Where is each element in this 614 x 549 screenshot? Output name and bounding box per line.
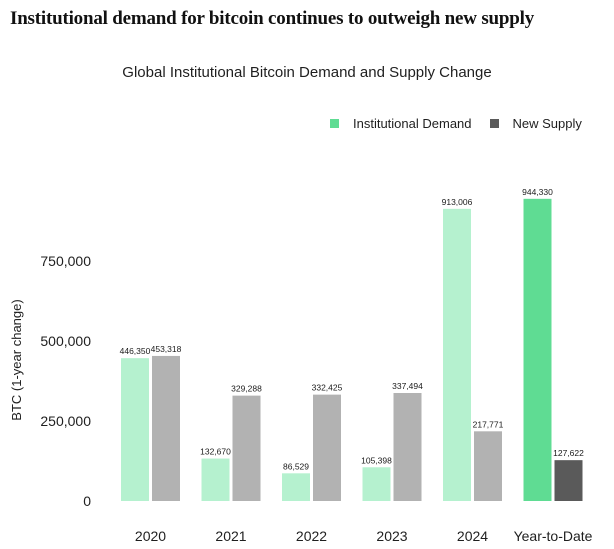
bar-new-supply xyxy=(232,395,261,501)
legend-swatch-new-supply xyxy=(489,119,499,128)
bar-value-label: 332,425 xyxy=(312,383,343,393)
bar-value-label: 453,318 xyxy=(151,344,182,354)
bar-value-label: 329,288 xyxy=(231,384,262,394)
bar-value-label: 217,771 xyxy=(473,419,504,429)
legend-item-institutional-demand: Institutional Demand xyxy=(330,116,472,131)
bar-value-label: 913,006 xyxy=(442,197,473,207)
bar-value-label: 127,622 xyxy=(553,448,584,458)
legend: Institutional Demand New Supply xyxy=(330,116,600,131)
bar-institutional-demand xyxy=(201,458,230,501)
bar-value-label: 105,398 xyxy=(361,455,392,465)
bar-new-supply xyxy=(474,431,502,501)
bar-new-supply xyxy=(393,393,422,501)
x-tick-label: 2024 xyxy=(457,528,488,544)
legend-item-new-supply: New Supply xyxy=(489,116,582,131)
bar-new-supply xyxy=(152,355,180,501)
y-tick-label: 750,000 xyxy=(40,253,91,269)
bar-value-label: 132,670 xyxy=(200,447,231,457)
legend-label-institutional-demand: Institutional Demand xyxy=(353,116,472,131)
bar-institutional-demand xyxy=(362,467,391,501)
y-tick-label: 0 xyxy=(83,493,91,509)
bar-institutional-demand xyxy=(121,358,149,501)
chart-title: Global Institutional Bitcoin Demand and … xyxy=(122,64,492,81)
y-tick-label: 500,000 xyxy=(40,333,91,349)
x-tick-label: Year-to-Date xyxy=(514,528,593,544)
x-tick-label: 2022 xyxy=(296,528,327,544)
x-tick-label: 2020 xyxy=(135,528,166,544)
bar-institutional-demand xyxy=(523,198,552,502)
headline: Institutional demand for bitcoin continu… xyxy=(10,8,535,29)
y-axis-label: BTC (1-year change) xyxy=(9,299,24,420)
x-tick-label: 2021 xyxy=(215,528,246,544)
x-tick-label: 2023 xyxy=(376,528,407,544)
bar-value-label: 446,350 xyxy=(120,346,151,356)
legend-label-new-supply: New Supply xyxy=(512,116,582,131)
legend-swatch-institutional-demand xyxy=(330,119,339,128)
bar-new-supply xyxy=(554,460,583,501)
bar-institutional-demand xyxy=(443,208,471,501)
bar-institutional-demand xyxy=(282,473,310,501)
bar-value-label: 944,330 xyxy=(522,187,553,197)
bar-new-supply xyxy=(313,394,341,501)
bar-value-label: 86,529 xyxy=(283,461,309,471)
bar-value-label: 337,494 xyxy=(392,381,423,391)
y-tick-label: 250,000 xyxy=(40,413,91,429)
